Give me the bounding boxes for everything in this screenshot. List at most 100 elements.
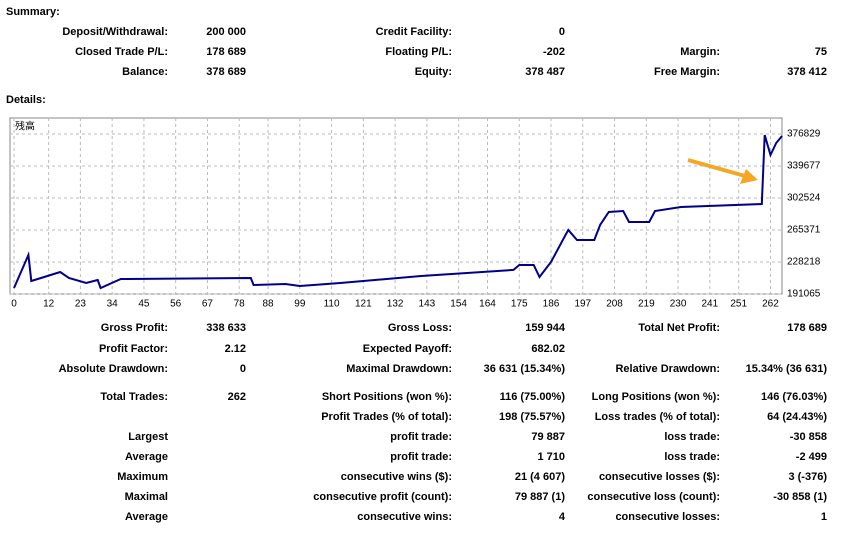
value: 682.02 <box>531 343 565 355</box>
grid <box>10 118 782 295</box>
x-tick-label: 99 <box>294 299 306 310</box>
label: Equity: <box>415 66 452 78</box>
x-tick-label: 186 <box>543 299 560 310</box>
label: Relative Drawdown: <box>615 363 720 375</box>
label: consecutive loss (count): <box>587 491 720 503</box>
x-tick-label: 197 <box>574 299 591 310</box>
x-tick-label: 175 <box>511 299 528 310</box>
section-title: Details: <box>6 94 46 106</box>
label: Profit Factor: <box>99 343 168 355</box>
label: Credit Facility: <box>376 26 452 38</box>
label: Maximal Drawdown: <box>346 363 452 375</box>
section-title: Summary: <box>6 6 60 18</box>
label: Total Net Profit: <box>638 322 720 334</box>
x-tick-label: 251 <box>730 299 747 310</box>
label: consecutive wins ($): <box>341 471 452 483</box>
value: 79 887 (1) <box>515 491 565 503</box>
y-tick-label: 339677 <box>787 161 821 172</box>
value: -30 858 (1) <box>773 491 827 503</box>
x-tick-label: 0 <box>11 299 17 310</box>
chart-frame <box>9 117 783 295</box>
label: loss trade: <box>664 451 720 463</box>
x-tick-label: 78 <box>234 299 246 310</box>
x-tick-label: 45 <box>138 299 150 310</box>
label: consecutive wins: <box>357 511 452 523</box>
x-tick-label: 164 <box>479 299 496 310</box>
label: Maximum <box>117 471 168 483</box>
y-tick-label: 265371 <box>787 225 821 236</box>
x-tick-label: 121 <box>355 299 372 310</box>
value: 0 <box>559 26 565 38</box>
y-tick-label: 191065 <box>787 289 821 300</box>
label: Long Positions (won %): <box>592 391 720 403</box>
y-tick-label: 302524 <box>787 193 821 204</box>
label: Deposit/Withdrawal: <box>62 26 168 38</box>
value: 3 (-376) <box>788 471 827 483</box>
label: Balance: <box>122 66 168 78</box>
value: 338 633 <box>206 322 246 334</box>
value: 378 487 <box>525 66 565 78</box>
value: 36 631 (15.34%) <box>484 363 566 375</box>
label: Gross Loss: <box>388 322 452 334</box>
x-tick-label: 154 <box>450 299 467 310</box>
value: 15.34% (36 631) <box>746 363 828 375</box>
label: Margin: <box>680 46 720 58</box>
label: profit trade: <box>390 451 452 463</box>
value: 75 <box>815 46 827 58</box>
label: loss trade: <box>664 431 720 443</box>
x-tick-label: 208 <box>606 299 623 310</box>
x-tick-label: 56 <box>170 299 182 310</box>
value: 2.12 <box>225 343 246 355</box>
x-tick-label: 88 <box>263 299 275 310</box>
value: 1 710 <box>537 451 565 463</box>
label: Average <box>125 451 168 463</box>
x-tick-label: 230 <box>670 299 687 310</box>
plot <box>13 134 783 290</box>
value: 146 (76.03%) <box>761 391 827 403</box>
label: Gross Profit: <box>101 322 168 334</box>
x-tick-label: 23 <box>75 299 87 310</box>
label: consecutive profit (count): <box>313 491 452 503</box>
value: -202 <box>543 46 565 58</box>
x-tick-label: 12 <box>43 299 55 310</box>
arrow <box>687 158 746 178</box>
label: consecutive losses: <box>615 511 720 523</box>
label: Total Trades: <box>100 391 168 403</box>
x-tick-label: 67 <box>202 299 214 310</box>
x-tick-label: 143 <box>419 299 436 310</box>
value: 200 000 <box>206 26 246 38</box>
label: Largest <box>128 431 168 443</box>
label: Expected Payoff: <box>363 343 452 355</box>
value: 378 412 <box>787 66 827 78</box>
value: 378 689 <box>206 66 246 78</box>
label: Free Margin: <box>654 66 720 78</box>
x-tick-label: 34 <box>107 299 119 310</box>
value: 198 (75.57%) <box>499 411 565 423</box>
label: profit trade: <box>390 431 452 443</box>
value: 262 <box>228 391 246 403</box>
value: 21 (4 607) <box>515 471 565 483</box>
arrow-head <box>740 169 758 184</box>
value: 79 887 <box>531 431 565 443</box>
label: Closed Trade P/L: <box>75 46 168 58</box>
value: 159 944 <box>525 322 566 334</box>
label: Average <box>125 511 168 523</box>
x-tick-label: 132 <box>387 299 404 310</box>
label: Maximal <box>125 491 168 503</box>
y-tick-label: 376829 <box>787 129 821 140</box>
x-tick-label: 262 <box>762 299 779 310</box>
value: 116 (75.00%) <box>500 391 566 403</box>
balance-line <box>13 134 783 290</box>
value: 1 <box>821 511 827 523</box>
value: -30 858 <box>790 431 827 443</box>
x-tick-label: 110 <box>324 299 340 310</box>
value: 178 689 <box>787 322 827 334</box>
y-tick-label: 228218 <box>787 257 821 268</box>
label: Absolute Drawdown: <box>59 363 168 375</box>
label: Loss trades (% of total): <box>595 411 720 423</box>
label: consecutive losses ($): <box>599 471 720 483</box>
value: 178 689 <box>206 46 246 58</box>
label: Profit Trades (% of total): <box>321 411 452 423</box>
value: -2 499 <box>796 451 827 463</box>
